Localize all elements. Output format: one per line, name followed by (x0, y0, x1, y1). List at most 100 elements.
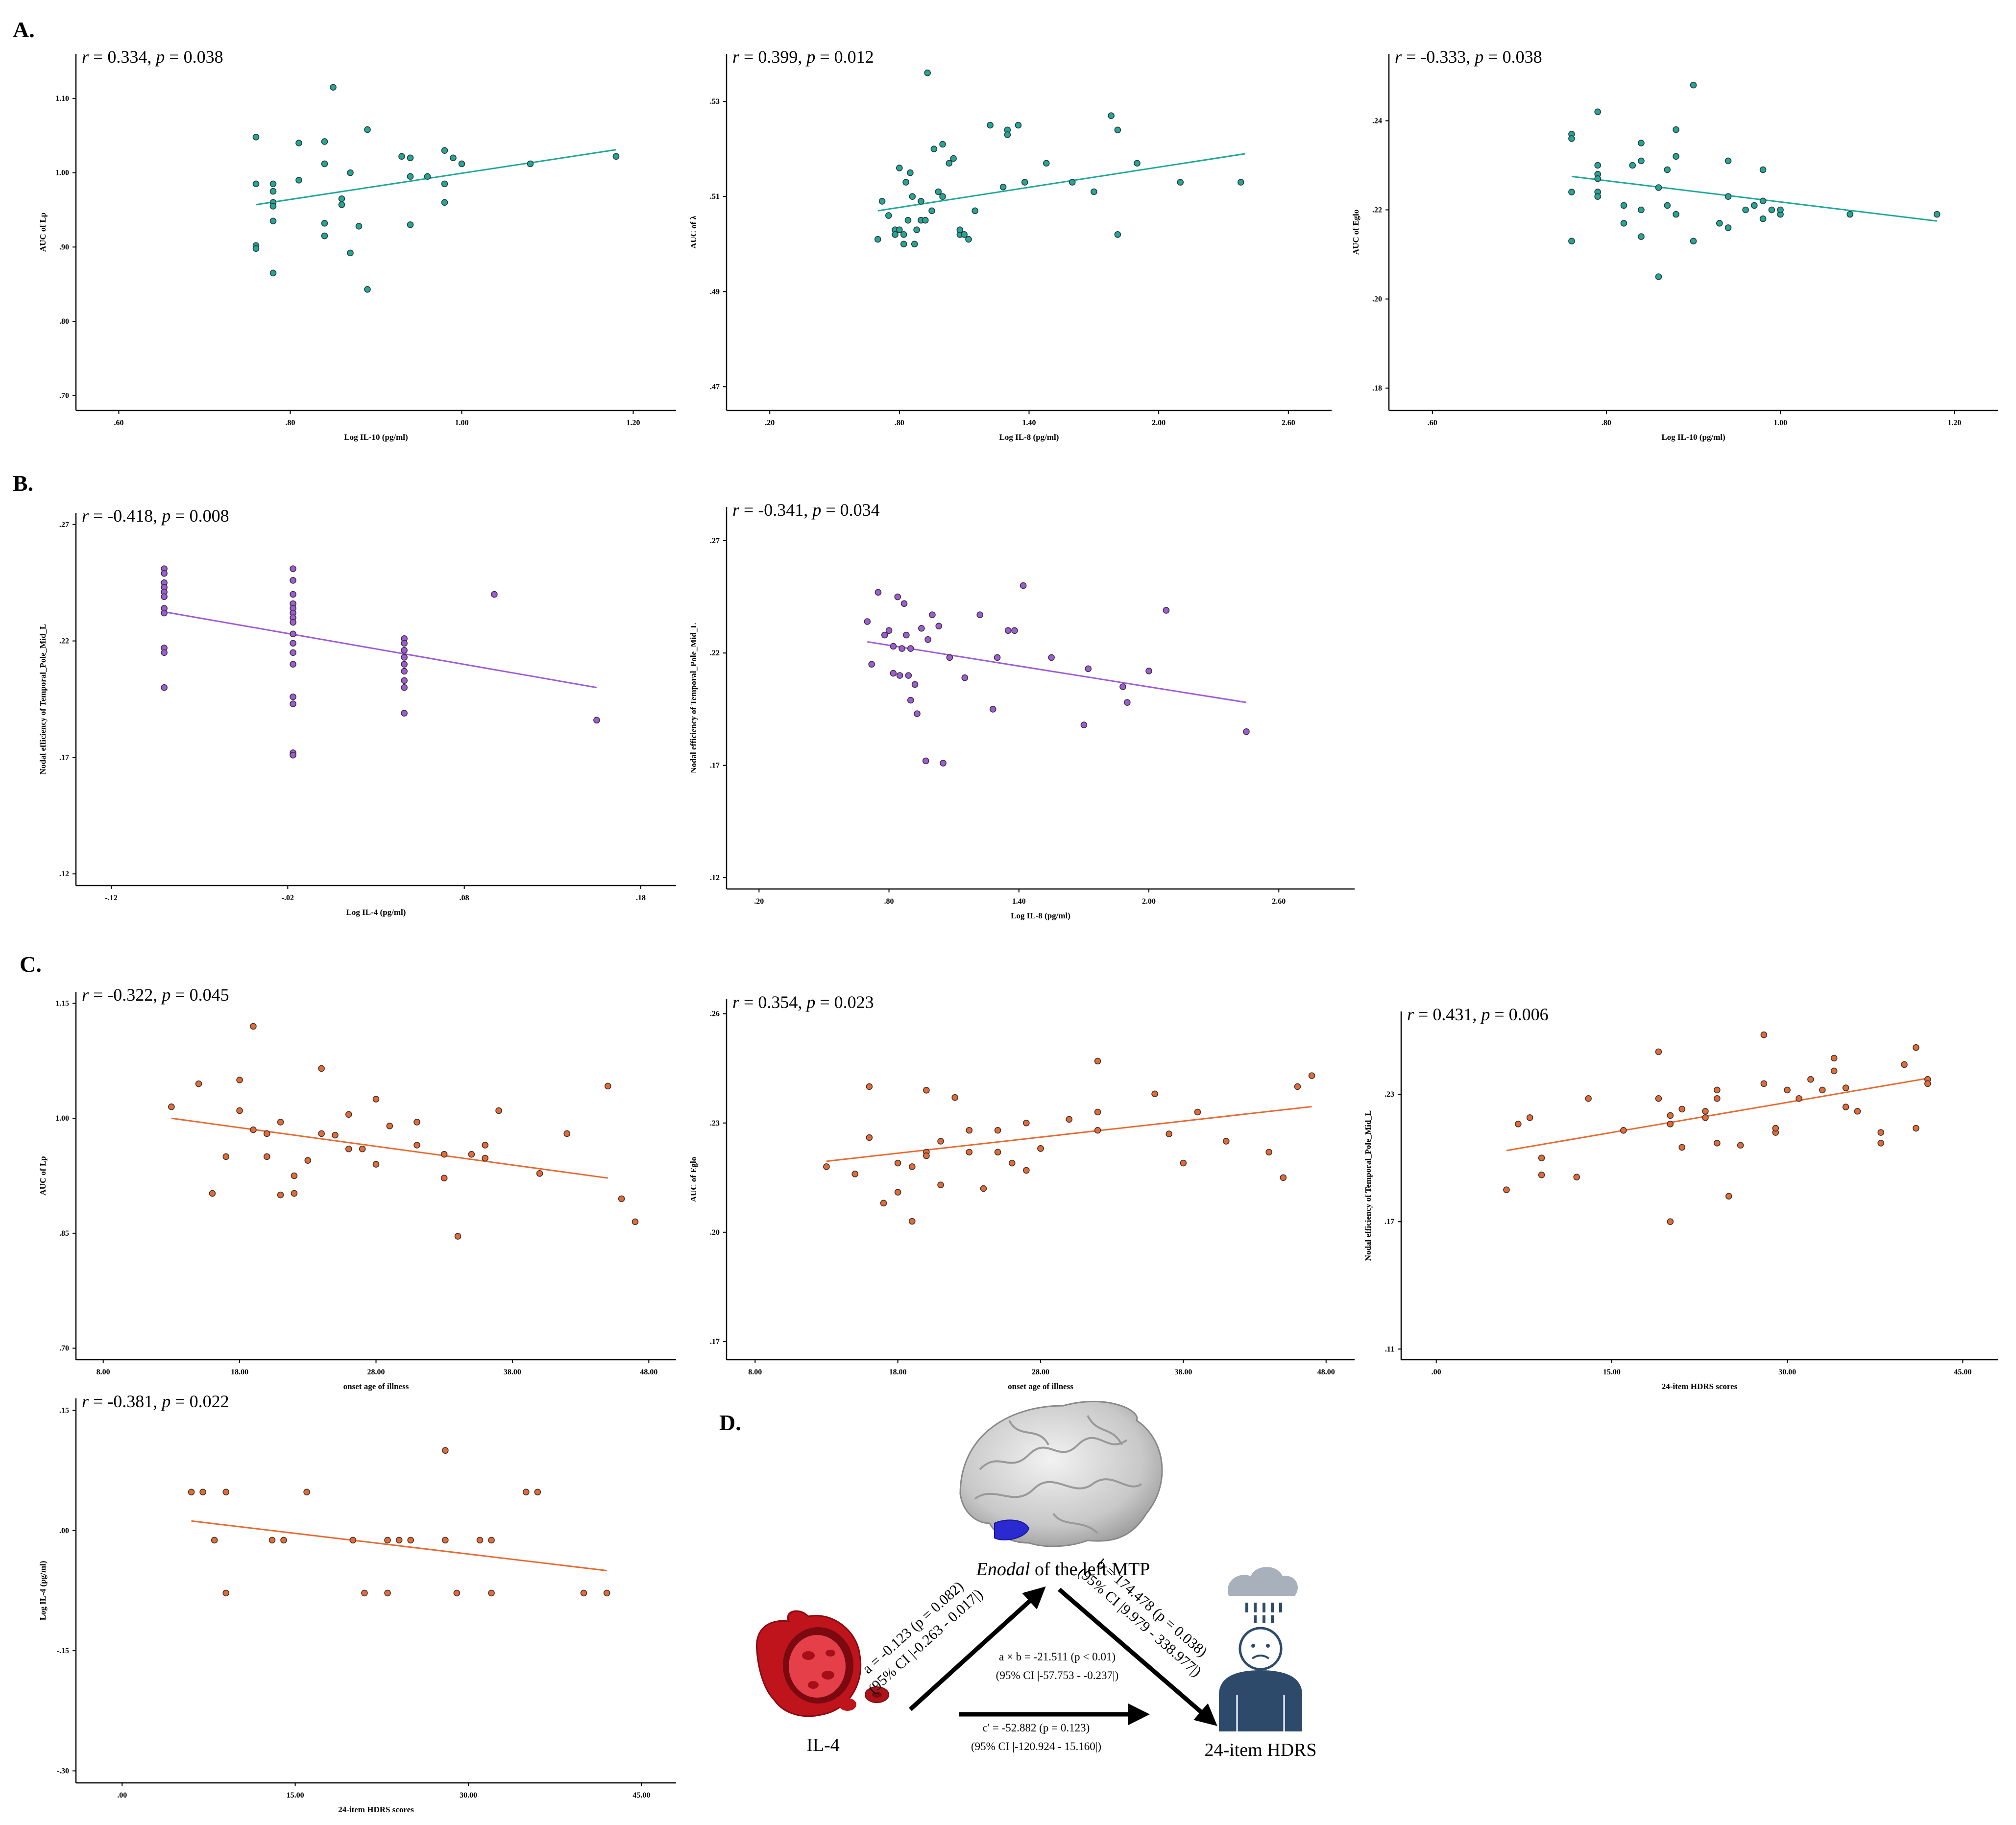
data-point (384, 1537, 391, 1544)
stat-r-value: = 0.354, (739, 992, 806, 1012)
data-point (482, 1142, 489, 1149)
y-tick-label: .12 (710, 874, 720, 882)
data-point (1094, 1108, 1101, 1116)
y-tick-label: .26 (710, 1010, 720, 1018)
x-tick-label: 8.00 (748, 1368, 762, 1376)
scatter-chart-lp-vs-il10: .60 .80 1.00 1.20 .70 .80 .90 1.00 1.10 Log IL-10… (38, 47, 676, 442)
data-point (1655, 1048, 1662, 1056)
x-tick-label: 1.40 (1022, 419, 1036, 427)
stat-p-symbol: p (805, 992, 815, 1012)
y-tick-label: .90 (59, 243, 69, 251)
data-point (1638, 157, 1645, 165)
data-point (345, 1145, 352, 1153)
data-point (907, 169, 914, 176)
x-axis-label: onset age of illness (1008, 1382, 1073, 1391)
data-point (987, 121, 994, 129)
y-tick-label: .17 (710, 1338, 720, 1346)
data-point (1515, 1120, 1522, 1128)
data-point (345, 1111, 352, 1118)
data-point (907, 696, 914, 704)
data-point (222, 1489, 230, 1496)
data-point (878, 198, 886, 205)
data-point (1751, 202, 1758, 209)
x-tick-label: 30.00 (460, 1791, 477, 1800)
indirect-effect-ci: (95% CI |-57.753 - -0.237|) (996, 1669, 1119, 1681)
data-point (1702, 1114, 1709, 1121)
y-tick-label: 1.10 (55, 95, 69, 103)
data-point (453, 1589, 461, 1597)
data-point (868, 661, 875, 668)
data-point (263, 1130, 270, 1137)
data-point (1759, 197, 1767, 205)
data-point (1308, 1072, 1315, 1079)
x-tick-label: .80 (286, 419, 295, 427)
y-tick-label: .22 (710, 649, 720, 657)
data-point (900, 231, 907, 238)
data-point (1119, 683, 1126, 690)
data-point (161, 570, 168, 577)
data-point (851, 1171, 859, 1177)
mediation-diagram: Enodal of the left MTP IL-4 (755, 1400, 1317, 1760)
data-point (894, 593, 901, 600)
x-axis-label: Log IL-8 (pg/ml) (999, 432, 1059, 442)
data-point (407, 154, 414, 162)
data-point (1538, 1154, 1545, 1161)
x-tick-label: 30.00 (1778, 1368, 1796, 1376)
data-point (999, 183, 1007, 191)
stat-r-symbol: r (82, 1392, 89, 1411)
x-tick-label: -.02 (282, 894, 294, 902)
correlation-stat: r = 0.431, p = 0.006 (1407, 1005, 1549, 1024)
data-point (896, 672, 903, 679)
data-point (1655, 184, 1662, 191)
data-point (632, 1218, 639, 1225)
data-point (903, 631, 910, 639)
data-point (940, 760, 947, 767)
y-tick-label: .70 (59, 1345, 69, 1353)
blood-vessel-icon (755, 1610, 889, 1717)
y-tick-label: .11 (1385, 1345, 1394, 1353)
data-point (1526, 1114, 1533, 1121)
data-point (1243, 728, 1250, 735)
y-tick-label: .85 (59, 1229, 69, 1238)
stat-r-symbol: r (82, 985, 89, 1005)
data-point (263, 1153, 270, 1160)
data-point (918, 624, 925, 632)
data-point (250, 1126, 257, 1133)
data-point (269, 217, 277, 225)
data-point (1664, 202, 1671, 209)
data-point (1877, 1139, 1884, 1147)
data-point (290, 591, 296, 598)
data-point (923, 1087, 930, 1094)
data-point (347, 169, 354, 176)
data-point (1655, 273, 1662, 280)
data-point (866, 1083, 873, 1090)
data-point (1629, 162, 1636, 169)
data-point (476, 1537, 484, 1544)
y-axis-label: AUC of λ (689, 215, 698, 248)
data-point (593, 717, 600, 724)
data-point (1568, 189, 1575, 195)
data-point (291, 1190, 298, 1197)
data-point (188, 1489, 195, 1496)
data-point (924, 636, 931, 643)
data-point (290, 640, 296, 647)
data-point (1913, 1125, 1919, 1132)
x-axis-label: Log IL-8 (pg/ml) (1011, 911, 1070, 920)
data-point (922, 757, 929, 765)
data-point (1503, 1186, 1510, 1193)
data-point (1655, 1095, 1662, 1102)
data-point (961, 231, 968, 238)
data-point (454, 1233, 461, 1240)
correlation-stat: r = 0.354, p = 0.023 (732, 992, 874, 1012)
x-tick-label: 1.00 (455, 419, 469, 427)
data-point (1114, 126, 1121, 134)
data-point (321, 160, 328, 168)
data-point (290, 693, 296, 700)
regression-line (191, 1520, 607, 1572)
data-point (441, 180, 448, 188)
x-tick-label: 15.00 (287, 1791, 304, 1800)
data-point (442, 1537, 449, 1544)
data-point (980, 1185, 987, 1192)
data-point (951, 1094, 958, 1101)
